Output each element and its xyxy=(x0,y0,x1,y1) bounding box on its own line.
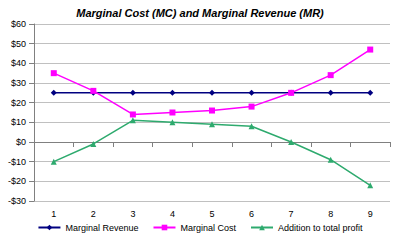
svg-text:-$20: -$20 xyxy=(8,176,26,186)
svg-text:2: 2 xyxy=(91,209,96,219)
svg-text:Marginal Cost (MC) and Margina: Marginal Cost (MC) and Marginal Revenue … xyxy=(76,7,324,19)
svg-text:$0: $0 xyxy=(16,137,26,147)
svg-text:$20: $20 xyxy=(11,98,26,108)
svg-text:Marginal Cost: Marginal Cost xyxy=(180,223,236,233)
svg-text:5: 5 xyxy=(209,209,214,219)
svg-text:Marginal Revenue: Marginal Revenue xyxy=(65,223,138,233)
svg-text:6: 6 xyxy=(249,209,254,219)
svg-text:4: 4 xyxy=(170,209,175,219)
svg-text:9: 9 xyxy=(368,209,373,219)
svg-text:-$30: -$30 xyxy=(8,196,26,206)
svg-text:3: 3 xyxy=(130,209,135,219)
svg-text:$10: $10 xyxy=(11,117,26,127)
svg-text:7: 7 xyxy=(289,209,294,219)
svg-text:$50: $50 xyxy=(11,39,26,49)
svg-text:$60: $60 xyxy=(11,19,26,29)
svg-text:Addition to total profit: Addition to total profit xyxy=(278,223,363,233)
svg-text:$40: $40 xyxy=(11,58,26,68)
svg-text:-$10: -$10 xyxy=(8,157,26,167)
svg-text:8: 8 xyxy=(328,209,333,219)
svg-text:1: 1 xyxy=(51,209,56,219)
svg-text:$30: $30 xyxy=(11,78,26,88)
